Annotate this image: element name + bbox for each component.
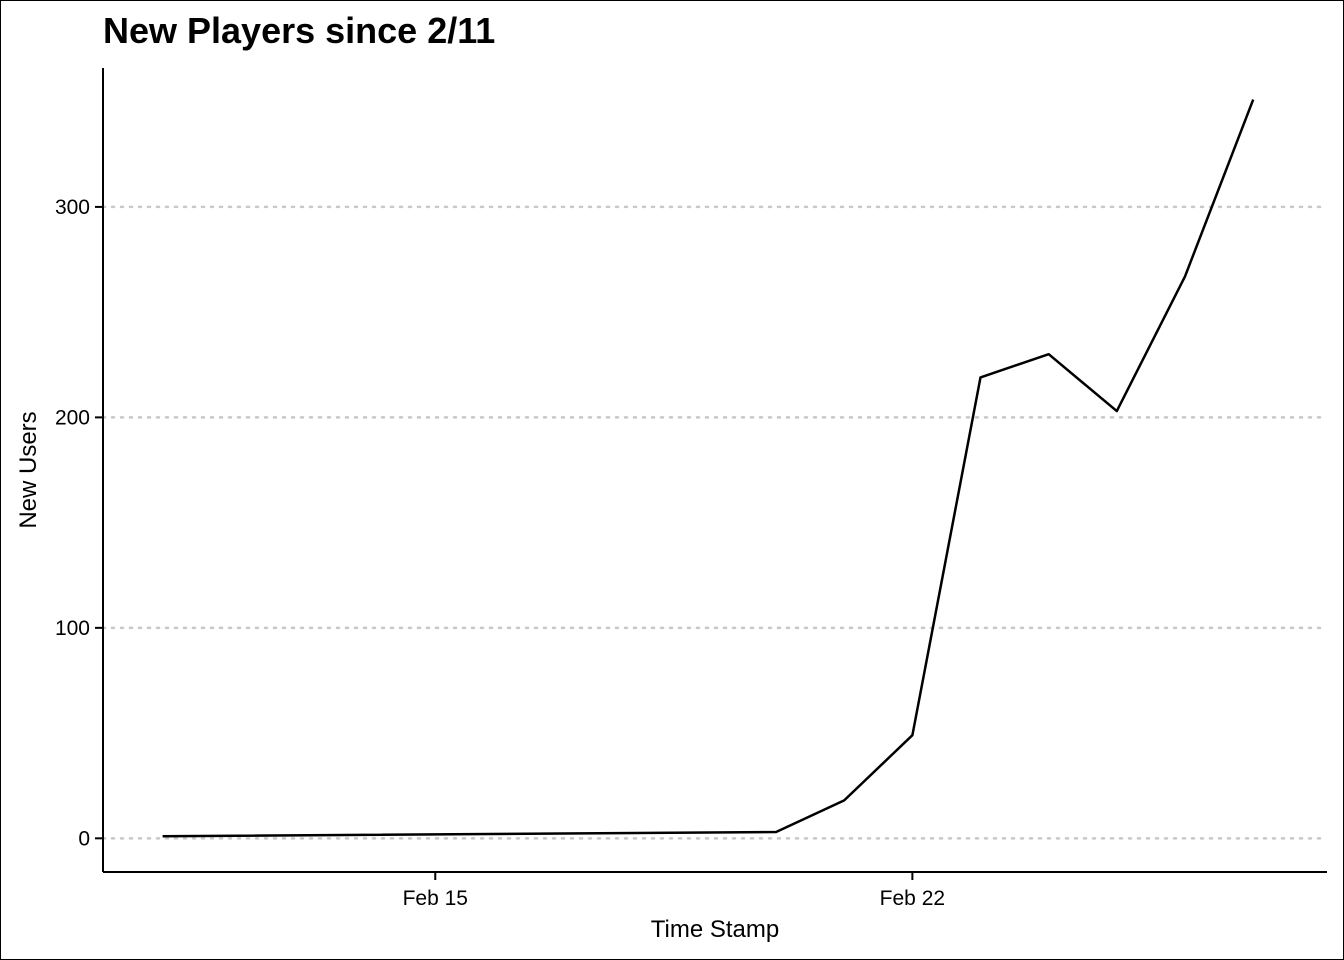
series-line (162, 99, 1255, 838)
x-axis-title: Time Stamp (651, 916, 779, 943)
axes (102, 68, 1327, 873)
x-tick-label: Feb 15 (403, 887, 468, 910)
y-tick-label: 0 (78, 827, 90, 850)
y-tick-label: 200 (55, 406, 90, 429)
y-tick-label: 300 (55, 196, 90, 219)
y-tick-label: 100 (55, 617, 90, 640)
x-tick-label: Feb 22 (880, 887, 945, 910)
series-group (162, 99, 1255, 838)
gridlines (101, 205, 1329, 840)
chart-title: New Players since 2/11 (103, 10, 495, 51)
x-ticks: Feb 15 Feb 22 (403, 872, 945, 910)
y-axis-title: New Users (15, 411, 42, 528)
y-ticks: 0 100 200 300 (55, 196, 103, 850)
